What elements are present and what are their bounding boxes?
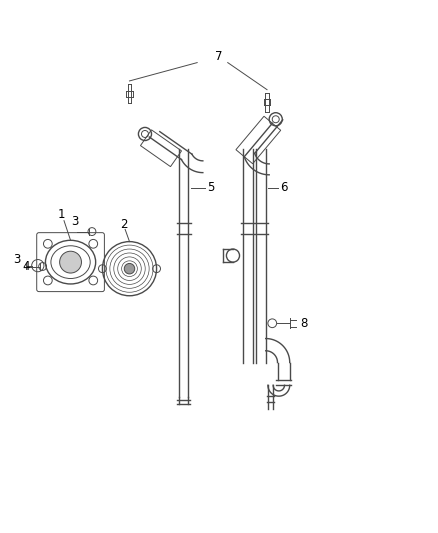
Text: 4: 4 — [22, 260, 30, 273]
Text: 3: 3 — [14, 254, 21, 266]
Text: 1: 1 — [58, 208, 66, 222]
Text: 5: 5 — [208, 181, 215, 195]
Text: 2: 2 — [120, 217, 128, 231]
Circle shape — [60, 251, 81, 273]
Text: 6: 6 — [280, 181, 288, 195]
Circle shape — [124, 263, 135, 274]
Text: 8: 8 — [300, 317, 307, 330]
Text: 3: 3 — [71, 215, 78, 228]
Text: 7: 7 — [215, 50, 223, 62]
